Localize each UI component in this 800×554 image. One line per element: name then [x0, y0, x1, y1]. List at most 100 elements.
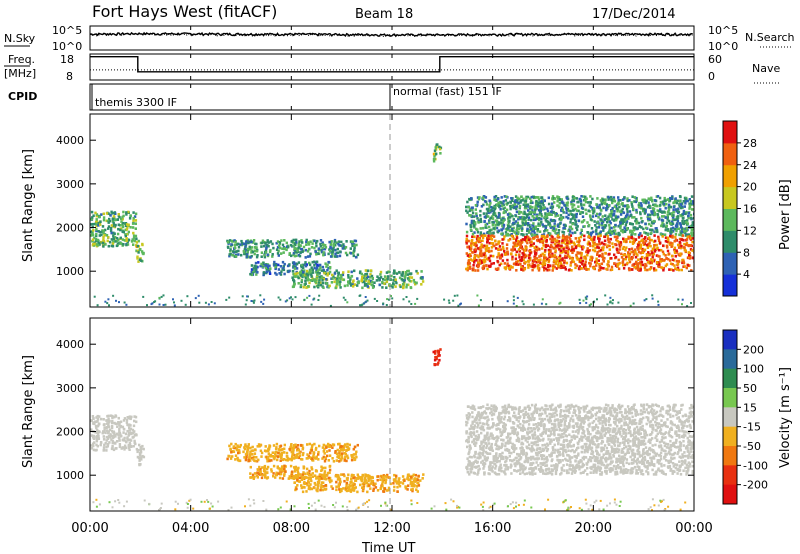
echo-cell-3: [255, 273, 258, 276]
echo-cell-6: [661, 215, 664, 218]
echo-cell-2: [291, 241, 295, 244]
echo-cell-6: [493, 195, 496, 199]
echo-cell-2: [328, 454, 332, 457]
echo-cell-6: [619, 226, 622, 230]
echo-cell-4: [327, 476, 330, 480]
echo-cell-6: [574, 220, 577, 223]
echo-cell-6: [593, 210, 596, 213]
echo-cell-3: [257, 468, 260, 472]
echo-cell-0: [122, 221, 125, 225]
echo-cell-3: [261, 466, 264, 469]
echo-cell-6: [684, 199, 687, 203]
ground-echo-cell: [366, 299, 369, 302]
echo-cell-0: [116, 425, 119, 428]
echo-cell-0: [120, 434, 123, 438]
echo-cell-7: [522, 258, 525, 262]
echo-cell-6: [502, 200, 505, 203]
echo-cell-0: [96, 414, 99, 418]
echo-cell-6: [685, 229, 688, 233]
echo-cell-4: [366, 484, 369, 488]
echo-cell-7: [598, 266, 601, 269]
echo-cell-6: [521, 233, 525, 236]
echo-cell-7: [519, 258, 522, 262]
echo-cell-2: [251, 246, 254, 249]
echo-cell-2: [243, 456, 246, 459]
echo-cell-6: [653, 213, 656, 216]
echo-cell-6: [551, 197, 554, 200]
echo-cell-2: [229, 249, 232, 253]
echo-cell-2: [324, 246, 328, 249]
echo-cell-7: [640, 263, 643, 266]
echo-cell-6: [621, 202, 624, 205]
echo-cell-4: [331, 273, 334, 277]
echo-cell-6: [496, 230, 500, 234]
echo-cell-2: [237, 249, 240, 253]
echo-cell-2: [314, 457, 318, 460]
echo-cell-4: [340, 275, 343, 279]
echo-cell-6: [553, 212, 557, 215]
echo-cell-6: [571, 217, 574, 220]
echo-cell-2: [233, 446, 236, 450]
echo-cell-2: [243, 447, 247, 451]
echo-cell-7: [537, 269, 541, 272]
echo-cell-2: [293, 444, 296, 447]
echo-cell-6: [614, 232, 618, 236]
echo-cell-5: [432, 158, 436, 161]
echo-cell-7: [561, 234, 565, 238]
echo-cell-6: [512, 221, 515, 225]
echo-cell-6: [479, 220, 482, 223]
echo-cell-7: [514, 257, 518, 261]
echo-cell-7: [618, 248, 621, 251]
echo-cell-6: [551, 219, 554, 222]
range-tick-label: 1000: [56, 265, 84, 278]
echo-cell-7: [535, 239, 539, 242]
echo-cell-0: [108, 219, 112, 223]
echo-cell-7: [503, 262, 506, 265]
echo-cell-2: [344, 251, 348, 255]
echo-cell-6: [611, 206, 614, 210]
echo-cell-7: [639, 268, 642, 271]
echo-cell-6: [467, 205, 470, 209]
echo-cell-7: [610, 257, 613, 260]
echo-cell-3: [275, 273, 278, 276]
echo-cell-3: [304, 261, 307, 264]
echo-cell-6: [517, 217, 520, 221]
echo-cell-7: [576, 258, 579, 261]
echo-cell-6: [652, 221, 655, 225]
echo-cell-6: [683, 227, 686, 231]
echo-cell-6: [635, 217, 638, 221]
echo-cell-4: [361, 473, 364, 477]
echo-cell-6: [673, 227, 676, 231]
echo-cell-6: [660, 210, 663, 214]
echo-cell-0: [123, 439, 126, 442]
echo-cell-7: [642, 241, 646, 244]
echo-cell-0: [123, 444, 127, 448]
echo-cell-2: [234, 454, 238, 457]
ground-echo-cell: [532, 303, 535, 306]
echo-cell-7: [560, 244, 563, 248]
echo-cell-4: [390, 284, 393, 287]
echo-cell-6: [504, 231, 508, 234]
echo-cell-3: [322, 268, 325, 272]
echo-cell-6: [557, 196, 561, 199]
ground-echo-cell: [388, 298, 390, 301]
echo-cell-4: [356, 284, 359, 287]
echo-cell-1: [137, 239, 140, 243]
ground-echo-cell: [245, 299, 248, 302]
echo-cell-2: [274, 451, 277, 454]
echo-cell-2: [354, 255, 358, 259]
echo-cell-6: [601, 223, 604, 227]
echo-cell-6: [571, 231, 574, 235]
echo-cell-2: [327, 442, 330, 446]
echo-cell-6: [595, 203, 598, 206]
echo-cell-7: [544, 248, 547, 252]
echo-cell-4: [337, 474, 340, 477]
echo-cell-4: [383, 278, 387, 282]
echo-cell-3: [320, 476, 324, 480]
echo-cell-6: [488, 209, 491, 213]
echo-cell-7: [628, 260, 632, 264]
echo-cell-6: [556, 225, 560, 228]
echo-cell-0: [105, 426, 108, 429]
echo-cell-7: [483, 251, 487, 255]
echo-cell-4: [406, 269, 409, 273]
